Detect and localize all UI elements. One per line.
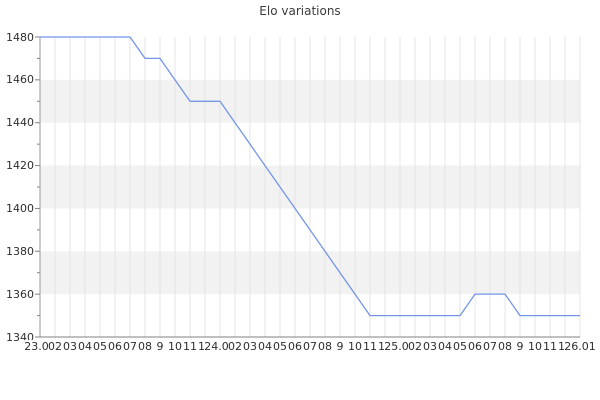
x-tick-label: 05 <box>453 340 467 353</box>
y-tick-label: 1440 <box>6 116 34 130</box>
x-tick-label: 04 <box>438 340 452 353</box>
x-tick-label: 07 <box>123 340 137 353</box>
x-tick-label: 02 <box>408 340 422 353</box>
x-day-tick-label: 24.01 <box>204 340 236 353</box>
elo-line <box>40 36 580 317</box>
y-tick-label: 1400 <box>6 201 34 215</box>
x-tick-label: 10 <box>168 340 182 353</box>
y-tick-label: 1360 <box>6 287 34 301</box>
x-tick-label: 11 <box>183 340 197 353</box>
x-tick-label: 03 <box>63 340 77 353</box>
x-tick-label: 11 <box>363 340 377 353</box>
x-tick-label: 06 <box>468 340 482 353</box>
x-tick-label: 03 <box>423 340 437 353</box>
x-tick-label: 9 <box>516 340 524 353</box>
x-tick-label: 05 <box>273 340 287 353</box>
y-tick-label: 1460 <box>6 73 34 87</box>
x-tick-label: 08 <box>318 340 332 353</box>
x-tick-label: 06 <box>108 340 122 353</box>
y-tick-label: 1480 <box>6 30 34 44</box>
x-tick-label: 08 <box>138 340 152 353</box>
x-tick-label: 04 <box>78 340 92 353</box>
x-day-tick-label: 26.01 <box>564 340 596 353</box>
x-day-tick-label: 23.01 <box>24 340 56 353</box>
x-tick-label: 10 <box>348 340 362 353</box>
y-tick-label: 1420 <box>6 159 34 173</box>
x-tick-label: 07 <box>303 340 317 353</box>
x-tick-label: 9 <box>336 340 344 353</box>
x-tick-label: 05 <box>93 340 107 353</box>
x-tick-label: 9 <box>156 340 164 353</box>
x-tick-label: 11 <box>543 340 557 353</box>
x-tick-label: 02 <box>228 340 242 353</box>
x-tick-label: 07 <box>483 340 497 353</box>
x-tick-label: 02 <box>48 340 62 353</box>
x-day-tick-label: 25.01 <box>384 340 416 353</box>
x-tick-label: 08 <box>498 340 512 353</box>
x-tick-label: 10 <box>528 340 542 353</box>
x-tick-label: 04 <box>258 340 272 353</box>
chart-title: Elo variations <box>259 4 341 18</box>
x-tick-label: 06 <box>288 340 302 353</box>
y-tick-label: 1380 <box>6 244 34 258</box>
x-tick-label: 03 <box>243 340 257 353</box>
